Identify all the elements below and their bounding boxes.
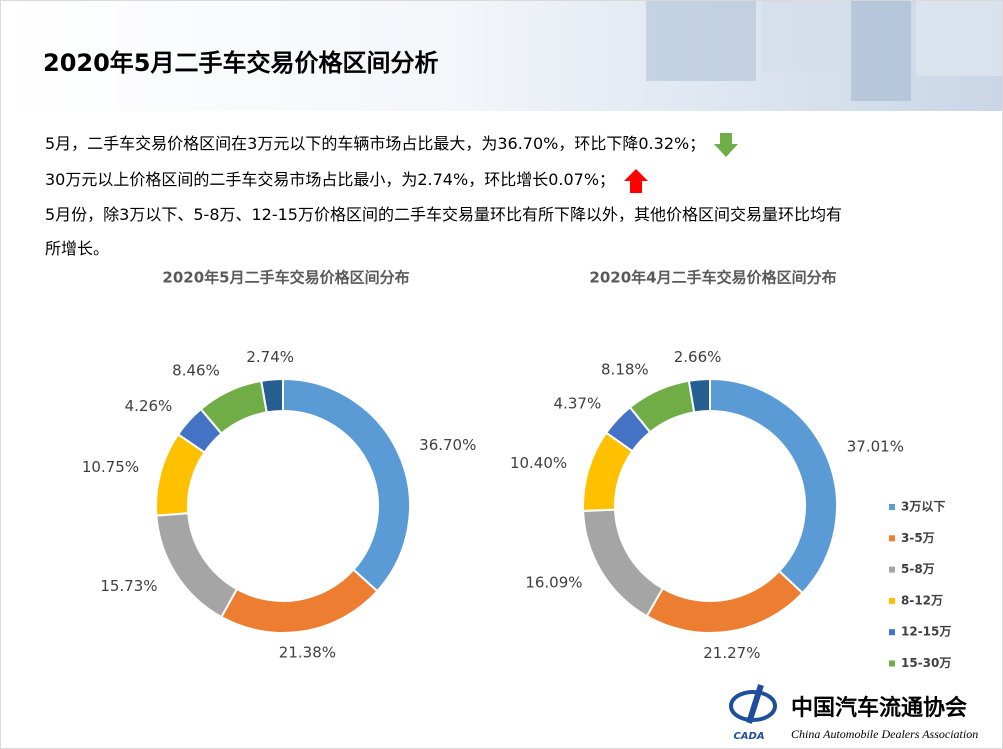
value-label: 8.46% (172, 362, 220, 380)
header-band: 2020年5月二手车交易价格区间分析 (1, 1, 1002, 111)
legend-label: 15-30万 (901, 656, 951, 670)
value-label: 21.38% (279, 643, 336, 661)
legend-label: 3-5万 (901, 531, 935, 545)
header-decoration (646, 1, 1002, 101)
value-label: 36.70% (419, 436, 476, 454)
up-arrow (624, 168, 649, 193)
legend-swatch (889, 660, 895, 667)
slice (260, 377, 284, 414)
value-label: 10.75% (82, 458, 139, 476)
slice (155, 512, 239, 619)
value-label: 16.09% (525, 574, 582, 592)
value-label: 21.27% (703, 644, 760, 662)
slice (645, 569, 804, 634)
paragraph: 5月，二手车交易价格区间在3万元以下的车辆市场占比最大，为36.70%，环比下降… (45, 127, 845, 161)
legend-swatch (889, 597, 895, 604)
paragraph: 5月份，除3万以下、5-8万、12-15万价格区间的二手车交易量环比有所下降以外… (45, 205, 842, 258)
logo-name: 中国汽车流通协会 (791, 695, 967, 721)
title: 2020年5月二手车交易价格区间分析 (43, 49, 439, 77)
legend-swatch (889, 535, 895, 542)
legend-label: 5-8万 (901, 562, 935, 576)
legend-swatch (889, 629, 895, 636)
paragraph: 30万元以上价格区间的二手车交易市场占比最小，为2.74%，环比增长0.07%； (45, 163, 845, 197)
value-label: 10.40% (510, 454, 567, 472)
chart-title: 2020年4月二手车交易价格区间分布 (589, 269, 836, 287)
value-label: 4.37% (554, 395, 602, 413)
chart-title: 2020年5月二手车交易价格区间分布 (162, 269, 409, 287)
slice (687, 377, 711, 414)
value-label: 2.66% (674, 348, 722, 366)
logo: CADA 中国汽车流通协会 China Automobile Dealers A… (729, 684, 978, 742)
logo-abbr: CADA (733, 731, 764, 742)
value-label: 37.01% (847, 437, 904, 455)
value-label: 2.74% (246, 348, 294, 366)
slice (709, 377, 838, 595)
legend-swatch (889, 504, 895, 510)
value-label: 4.26% (125, 397, 173, 415)
legend-label: 3万以下 (901, 500, 945, 514)
value-label: 15.73% (100, 577, 157, 595)
legend-label: 12-15万 (901, 625, 951, 639)
text: 30万元以上价格区间的二手车交易市场占比最小，为2.74%，环比增长0.07%； (45, 170, 616, 189)
logo-english: China Automobile Dealers Association (791, 727, 978, 741)
value-label: 8.18% (601, 361, 649, 379)
down-arrow (714, 132, 739, 157)
legend-label: 8-12万 (901, 593, 943, 607)
legend-swatch (889, 566, 895, 573)
slice (582, 508, 665, 618)
text: 5月，二手车交易价格区间在3万元以下的车辆市场占比最大，为36.70%，环比下降… (45, 134, 706, 153)
slice (282, 377, 411, 593)
slice (219, 568, 379, 634)
